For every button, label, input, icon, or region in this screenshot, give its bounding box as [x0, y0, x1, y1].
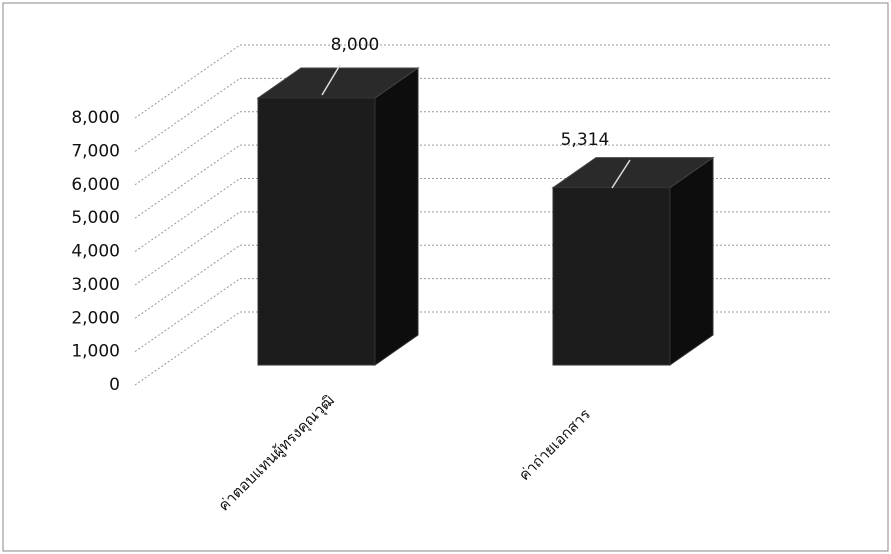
- grid-line: [134, 211, 241, 286]
- grid-line: [134, 244, 241, 319]
- y-tick-label: 3,000: [71, 275, 120, 295]
- grid-line: [134, 311, 241, 386]
- bar: [552, 187, 671, 366]
- y-tick-label: 4,000: [71, 242, 120, 262]
- data-label: 8,000: [331, 35, 380, 55]
- grid-line: [134, 178, 241, 252]
- y-tick-label: 5,000: [71, 208, 120, 228]
- bar-side: [374, 67, 419, 366]
- grid-line: [134, 144, 241, 219]
- y-tick-label: 6,000: [71, 175, 120, 195]
- bar-side: [669, 156, 714, 366]
- grid-line: [134, 278, 241, 353]
- bar: [257, 97, 376, 366]
- y-tick-label: 2,000: [71, 308, 120, 328]
- y-tick-label: 1,000: [71, 342, 120, 362]
- x-tick-label: ค่าถ่ายเอกสาร: [515, 405, 594, 484]
- y-tick-label: 8,000: [71, 108, 120, 128]
- leader-line: [321, 64, 341, 96]
- grid-line: [134, 44, 241, 119]
- grid-line: [134, 77, 241, 152]
- y-tick-label: 7,000: [71, 141, 120, 161]
- x-tick-label: ค่าตอบแทนผู้ทรงคุณวุฒิ: [215, 391, 339, 515]
- data-label: 5,314: [561, 130, 610, 150]
- grid-line: [134, 111, 241, 186]
- leader-line: [611, 159, 631, 189]
- y-tick-label: 0: [109, 375, 120, 395]
